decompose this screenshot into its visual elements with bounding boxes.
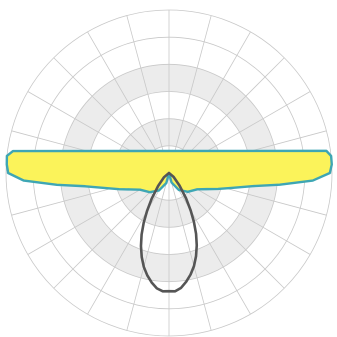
series-layer xyxy=(5,149,333,293)
series-curve-1 xyxy=(139,171,199,293)
series-curve-0 xyxy=(5,149,333,194)
ring-gridline-6 xyxy=(5,9,333,337)
